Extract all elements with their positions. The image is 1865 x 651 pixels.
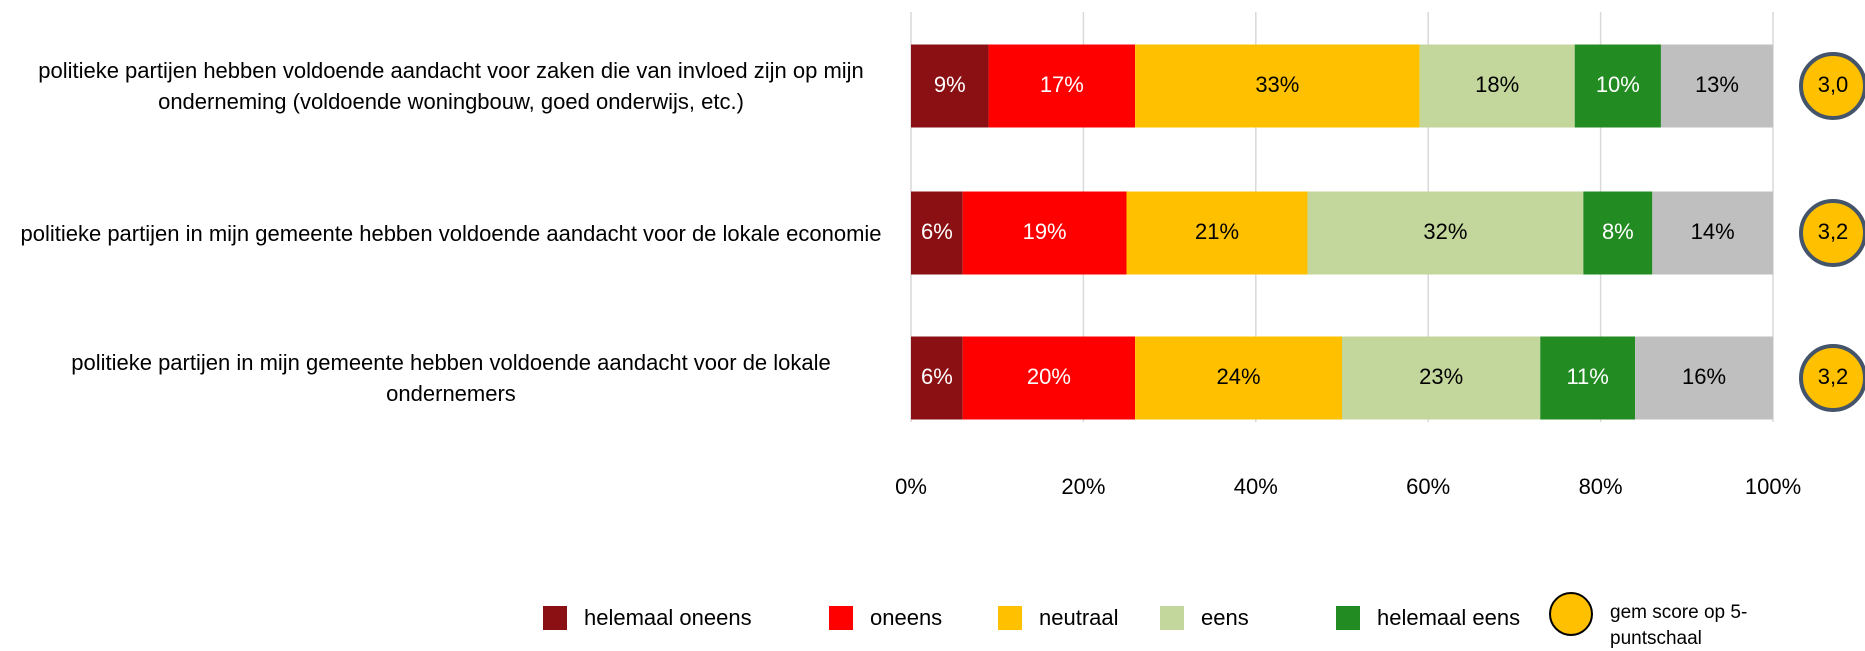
bar-segment xyxy=(1583,191,1653,275)
x-tick-label: 40% xyxy=(1234,474,1278,499)
bar-segment xyxy=(962,191,1127,275)
data-label: 19% xyxy=(1023,219,1067,244)
data-label: 9% xyxy=(934,72,966,97)
score-label: 3,2 xyxy=(1818,364,1849,389)
data-label: 14% xyxy=(1691,219,1735,244)
bar-segment xyxy=(1419,44,1575,128)
bar-segment xyxy=(1135,44,1420,128)
data-label: 13% xyxy=(1695,72,1739,97)
score-circle xyxy=(1799,344,1865,412)
x-tick-label: 80% xyxy=(1579,474,1623,499)
data-label: 6% xyxy=(921,364,953,389)
x-tick-label: 20% xyxy=(1061,474,1105,499)
legend-swatch xyxy=(1160,606,1184,630)
legend-swatch xyxy=(829,606,853,630)
bar-segment xyxy=(1574,44,1661,128)
legend-label: neutraal xyxy=(1039,605,1119,630)
legend-swatch xyxy=(543,606,567,630)
x-tick-label: 100% xyxy=(1745,474,1801,499)
data-label: 18% xyxy=(1475,72,1519,97)
category-label: politieke partijen hebben voldoende aand… xyxy=(38,58,864,114)
score-label: 3,2 xyxy=(1818,219,1849,244)
data-label: 21% xyxy=(1195,219,1239,244)
legend-swatch xyxy=(1549,592,1593,636)
bar-segment xyxy=(911,336,963,420)
legend-swatch xyxy=(998,606,1022,630)
legend-label: gem score op 5-puntschaal xyxy=(1610,602,1748,649)
legend-label: eens xyxy=(1201,605,1249,630)
data-label: 10% xyxy=(1596,72,1640,97)
bar-segment xyxy=(988,44,1136,128)
bar-segment xyxy=(1307,191,1584,275)
category-label: politieke partijen in mijn gemeente hebb… xyxy=(20,220,882,246)
data-label: 33% xyxy=(1255,72,1299,97)
x-tick-label: 0% xyxy=(895,474,927,499)
bar-segment xyxy=(962,336,1136,420)
bar-segment xyxy=(911,44,989,128)
bar-segment xyxy=(1342,336,1541,420)
data-label: 16% xyxy=(1682,364,1726,389)
bar-segment xyxy=(1652,191,1773,275)
data-label: 6% xyxy=(921,219,953,244)
x-tick-label: 60% xyxy=(1406,474,1450,499)
bar-segment xyxy=(1540,336,1636,420)
bar-segment xyxy=(911,191,963,275)
data-label: 24% xyxy=(1217,364,1261,389)
data-label: 20% xyxy=(1027,364,1071,389)
legend-label: helemaal eens xyxy=(1377,605,1520,630)
bar-segment xyxy=(1635,336,1773,420)
data-label: 23% xyxy=(1419,364,1463,389)
data-label: 8% xyxy=(1602,219,1634,244)
data-label: 17% xyxy=(1040,72,1084,97)
data-label: 32% xyxy=(1423,219,1467,244)
score-label: 3,0 xyxy=(1818,72,1849,97)
category-label: politieke partijen in mijn gemeente hebb… xyxy=(71,350,831,406)
data-label: 11% xyxy=(1566,364,1608,389)
score-circle xyxy=(1799,199,1865,267)
score-circle xyxy=(1799,52,1865,120)
bar-segment xyxy=(1135,336,1342,420)
legend-label: oneens xyxy=(870,605,942,630)
bar-segment xyxy=(1660,44,1773,128)
legend-label: helemaal oneens xyxy=(584,605,752,630)
legend-swatch xyxy=(1336,606,1360,630)
bar-segment xyxy=(1126,191,1308,275)
